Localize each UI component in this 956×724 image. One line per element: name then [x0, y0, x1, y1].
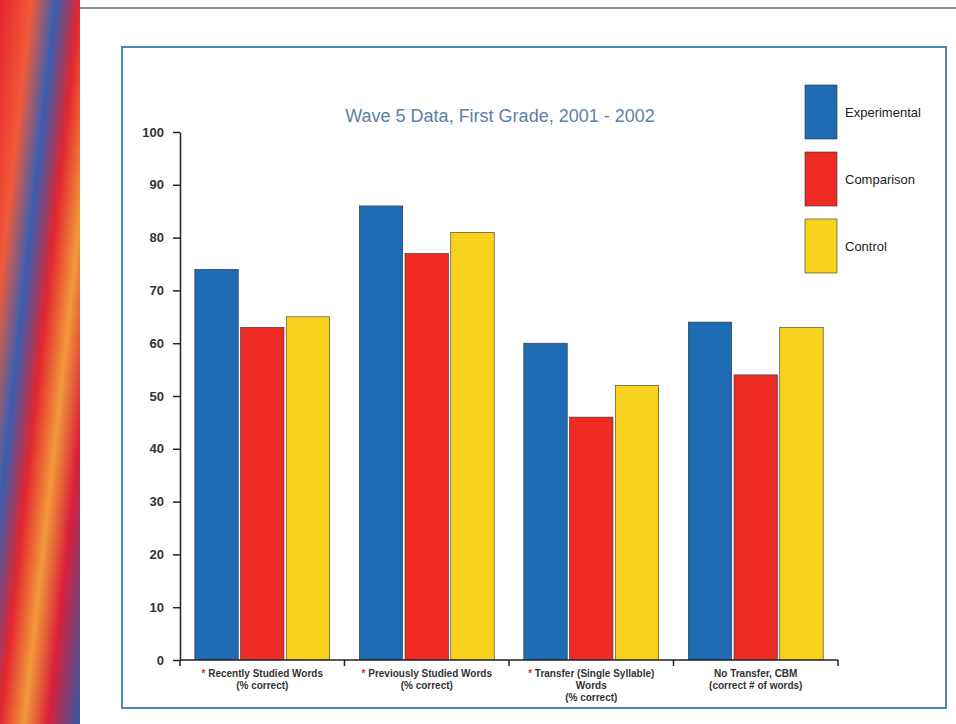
y-tick: 100	[142, 125, 180, 140]
y-tick: 70	[150, 283, 180, 298]
frame	[122, 47, 946, 708]
x-tick-label: * Transfer (Single Syllable)Words(% corr…	[528, 668, 654, 703]
legend-swatch	[805, 152, 837, 206]
legend-label: Experimental	[845, 105, 921, 120]
y-tick: 80	[150, 230, 180, 245]
y-tick-label: 20	[150, 547, 164, 562]
bar	[241, 327, 284, 660]
y-tick-mark	[173, 449, 180, 451]
bars	[195, 206, 823, 660]
y-tick-label: 30	[150, 494, 164, 509]
y-axis: 0 10 20 30 40 50 60 70 80 90 100	[142, 125, 180, 668]
y-tick-mark	[173, 501, 180, 503]
bar	[615, 385, 658, 660]
y-tick-label: 50	[150, 389, 164, 404]
y-tick-mark	[173, 185, 180, 187]
x-separator	[179, 660, 181, 666]
y-tick-mark	[173, 290, 180, 292]
y-tick-label: 70	[150, 283, 164, 298]
legend-label: Control	[845, 239, 887, 254]
y-tick-mark	[173, 343, 180, 345]
bar	[195, 269, 238, 660]
x-tick-label: * Recently Studied Words(% correct)	[201, 668, 323, 691]
chart: Wave 5 Data, First Grade, 2001 - 2002 0 10…	[0, 0, 956, 724]
y-tick-label: 10	[150, 600, 164, 615]
y-tick-mark	[173, 396, 180, 398]
y-tick-label: 100	[142, 125, 164, 140]
y-tick: 90	[150, 177, 180, 192]
x-separator	[837, 660, 839, 666]
y-tick-label: 40	[150, 441, 164, 456]
bar	[780, 327, 823, 660]
x-separator	[508, 660, 510, 666]
x-separator	[344, 660, 346, 666]
bar	[359, 206, 402, 660]
bar	[286, 317, 329, 660]
legend: Experimental Comparison Control	[805, 85, 921, 273]
bar	[451, 232, 494, 660]
decor-strip	[0, 0, 80, 724]
bar	[570, 417, 613, 660]
y-tick-mark	[173, 237, 180, 239]
y-tick-mark	[173, 554, 180, 556]
legend-swatch	[805, 85, 837, 139]
y-tick-label: 60	[150, 336, 164, 351]
y-tick-mark	[173, 660, 180, 662]
y-tick: 60	[150, 336, 180, 351]
x-separator	[673, 660, 675, 666]
y-tick: 30	[150, 494, 180, 509]
y-tick: 50	[150, 389, 180, 404]
y-tick: 10	[150, 600, 180, 615]
x-tick-label: * Previously Studied Words(% correct)	[362, 668, 493, 691]
bar	[688, 322, 731, 660]
y-tick-label: 0	[157, 653, 164, 668]
chart-title: Wave 5 Data, First Grade, 2001 - 2002	[345, 106, 654, 126]
y-tick-mark	[173, 607, 180, 609]
bar	[734, 375, 777, 660]
y-tick: 0	[157, 653, 180, 668]
bar	[405, 253, 448, 660]
y-tick-label: 90	[150, 177, 164, 192]
y-tick: 40	[150, 441, 180, 456]
bar	[524, 343, 567, 660]
legend-swatch	[805, 219, 837, 273]
top-rule	[80, 8, 956, 9]
y-tick-mark	[173, 132, 180, 134]
y-tick-label: 80	[150, 230, 164, 245]
legend-label: Comparison	[845, 172, 915, 187]
y-tick: 20	[150, 547, 180, 562]
x-tick-label: No Transfer, CBM(correct # of words)	[709, 668, 802, 691]
